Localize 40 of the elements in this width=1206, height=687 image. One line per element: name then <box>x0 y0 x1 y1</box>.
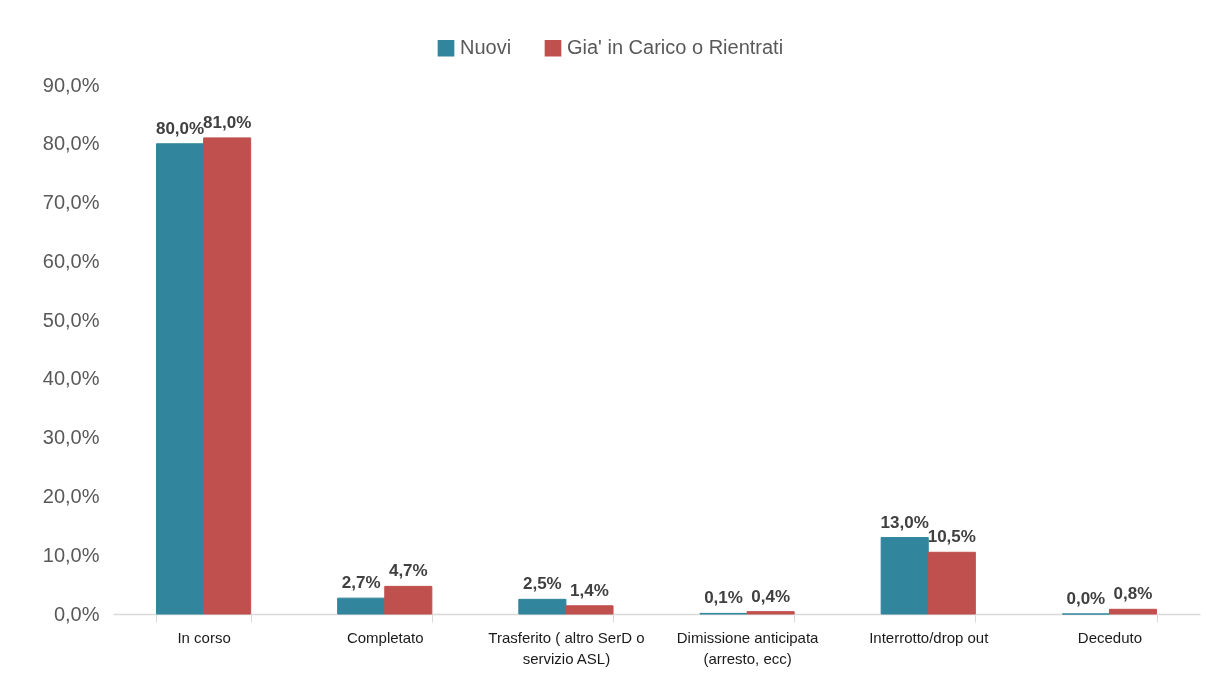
bar <box>927 551 976 615</box>
data-label: 10,5% <box>927 527 976 547</box>
y-tick-label: 80,0% <box>42 132 100 155</box>
x-tick-label: Completato <box>346 628 424 646</box>
bar <box>337 597 386 615</box>
x-tick-label: Interrotto/drop out <box>869 628 990 646</box>
bar <box>155 143 205 615</box>
data-label: 4,7% <box>388 561 428 581</box>
y-tick-label: 50,0% <box>42 308 100 331</box>
y-tick-label: 30,0% <box>42 426 100 449</box>
legend-label: Nuovi <box>460 36 512 59</box>
y-tick-label: 10,0% <box>42 543 100 566</box>
data-label: 0,1% <box>704 588 743 608</box>
legend-label: Gia' in Carico o Rientrati <box>567 36 784 59</box>
data-label: 80,0% <box>155 118 205 138</box>
data-label: 0,4% <box>751 586 791 606</box>
data-label: 1,4% <box>570 580 609 600</box>
bar <box>384 585 433 615</box>
data-label: 2,7% <box>341 573 381 593</box>
y-tick-label: 0,0% <box>53 602 100 625</box>
bar <box>1108 608 1158 615</box>
data-label: 0,0% <box>1066 589 1106 608</box>
bar <box>203 137 252 615</box>
x-tick-label: Trasferito ( altro SerD o servizio ASL) <box>488 628 645 667</box>
y-tick-label: 90,0% <box>42 73 100 96</box>
bar <box>746 611 795 615</box>
bar <box>518 598 567 615</box>
data-label: 0,8% <box>1113 584 1153 604</box>
y-tick-label: 20,0% <box>42 484 100 507</box>
x-tick-label: Dimissione anticipata (arresto, ecc) <box>676 628 820 667</box>
x-tick-label: Deceduto <box>1077 628 1143 646</box>
x-tick-label: In corso <box>177 628 231 646</box>
data-label: 81,0% <box>203 112 252 132</box>
y-tick-label: 40,0% <box>42 367 100 390</box>
data-label: 2,5% <box>522 574 562 594</box>
bar <box>565 605 614 615</box>
data-label: 13,0% <box>880 512 929 532</box>
bar <box>880 537 929 615</box>
y-tick-label: 60,0% <box>42 249 100 272</box>
y-tick-label: 70,0% <box>42 191 100 214</box>
